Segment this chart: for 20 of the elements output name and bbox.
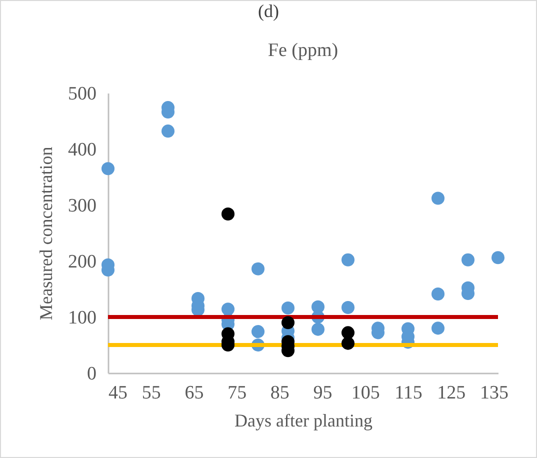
x-tick-label: 65: [184, 382, 204, 404]
text: (d): [257, 1, 280, 21]
y-tick-label: 0: [87, 364, 96, 384]
x-tick-label: 55: [142, 382, 161, 404]
x-tick-label: 135: [480, 382, 508, 404]
x-tick-label: 95: [313, 382, 332, 404]
y-tick-label: 100: [68, 308, 96, 328]
x-tick-label: 75: [228, 382, 247, 404]
x-axis-title: Days after planting: [234, 410, 372, 430]
x-tick-label: 45: [108, 382, 128, 404]
y-tick-label: 200: [68, 252, 96, 272]
chart-title: Fe (ppm): [268, 40, 338, 61]
x-tick-label: 125: [437, 382, 466, 404]
y-axis-title: Measured concentration: [36, 146, 56, 320]
y-tick-label: 500: [68, 84, 96, 104]
y-tick-label: 300: [68, 196, 96, 216]
y-tick-label: 400: [68, 140, 96, 160]
x-tick-label: 115: [394, 382, 422, 404]
x-tick-label: 85: [270, 382, 290, 404]
x-tick-label: 105: [351, 382, 380, 404]
